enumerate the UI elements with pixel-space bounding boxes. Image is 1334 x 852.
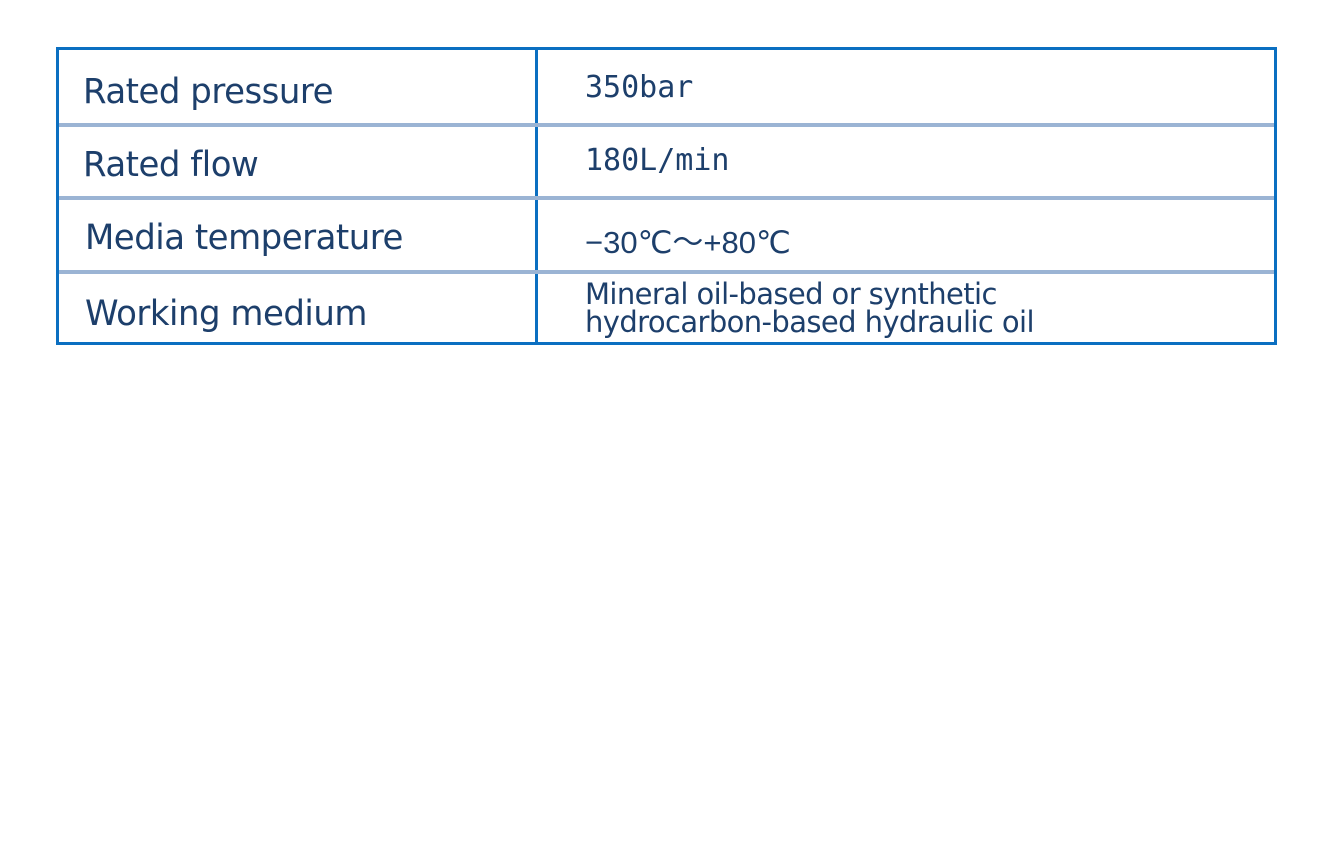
value-working-medium: Mineral oil-based or synthetic hydrocarb… [585, 277, 1035, 339]
value-media-temperature: −30℃～+80℃ [585, 225, 791, 260]
row-divider [59, 196, 1274, 200]
row-divider [59, 123, 1274, 127]
label-media-temperature: Media temperature [85, 218, 403, 258]
spec-table: Rated pressure 350bar Rated flow 180L/mi… [56, 47, 1277, 345]
label-rated-pressure: Rated pressure [83, 72, 334, 112]
value-line: hydrocarbon-based hydraulic oil [585, 305, 1035, 339]
row-divider [59, 270, 1274, 274]
value-rated-flow: 180L/min [585, 143, 730, 178]
label-working-medium: Working medium [85, 294, 368, 334]
label-rated-flow: Rated flow [83, 145, 259, 185]
value-rated-pressure: 350bar [585, 70, 694, 105]
value-line: Mineral oil-based or synthetic [585, 277, 997, 311]
